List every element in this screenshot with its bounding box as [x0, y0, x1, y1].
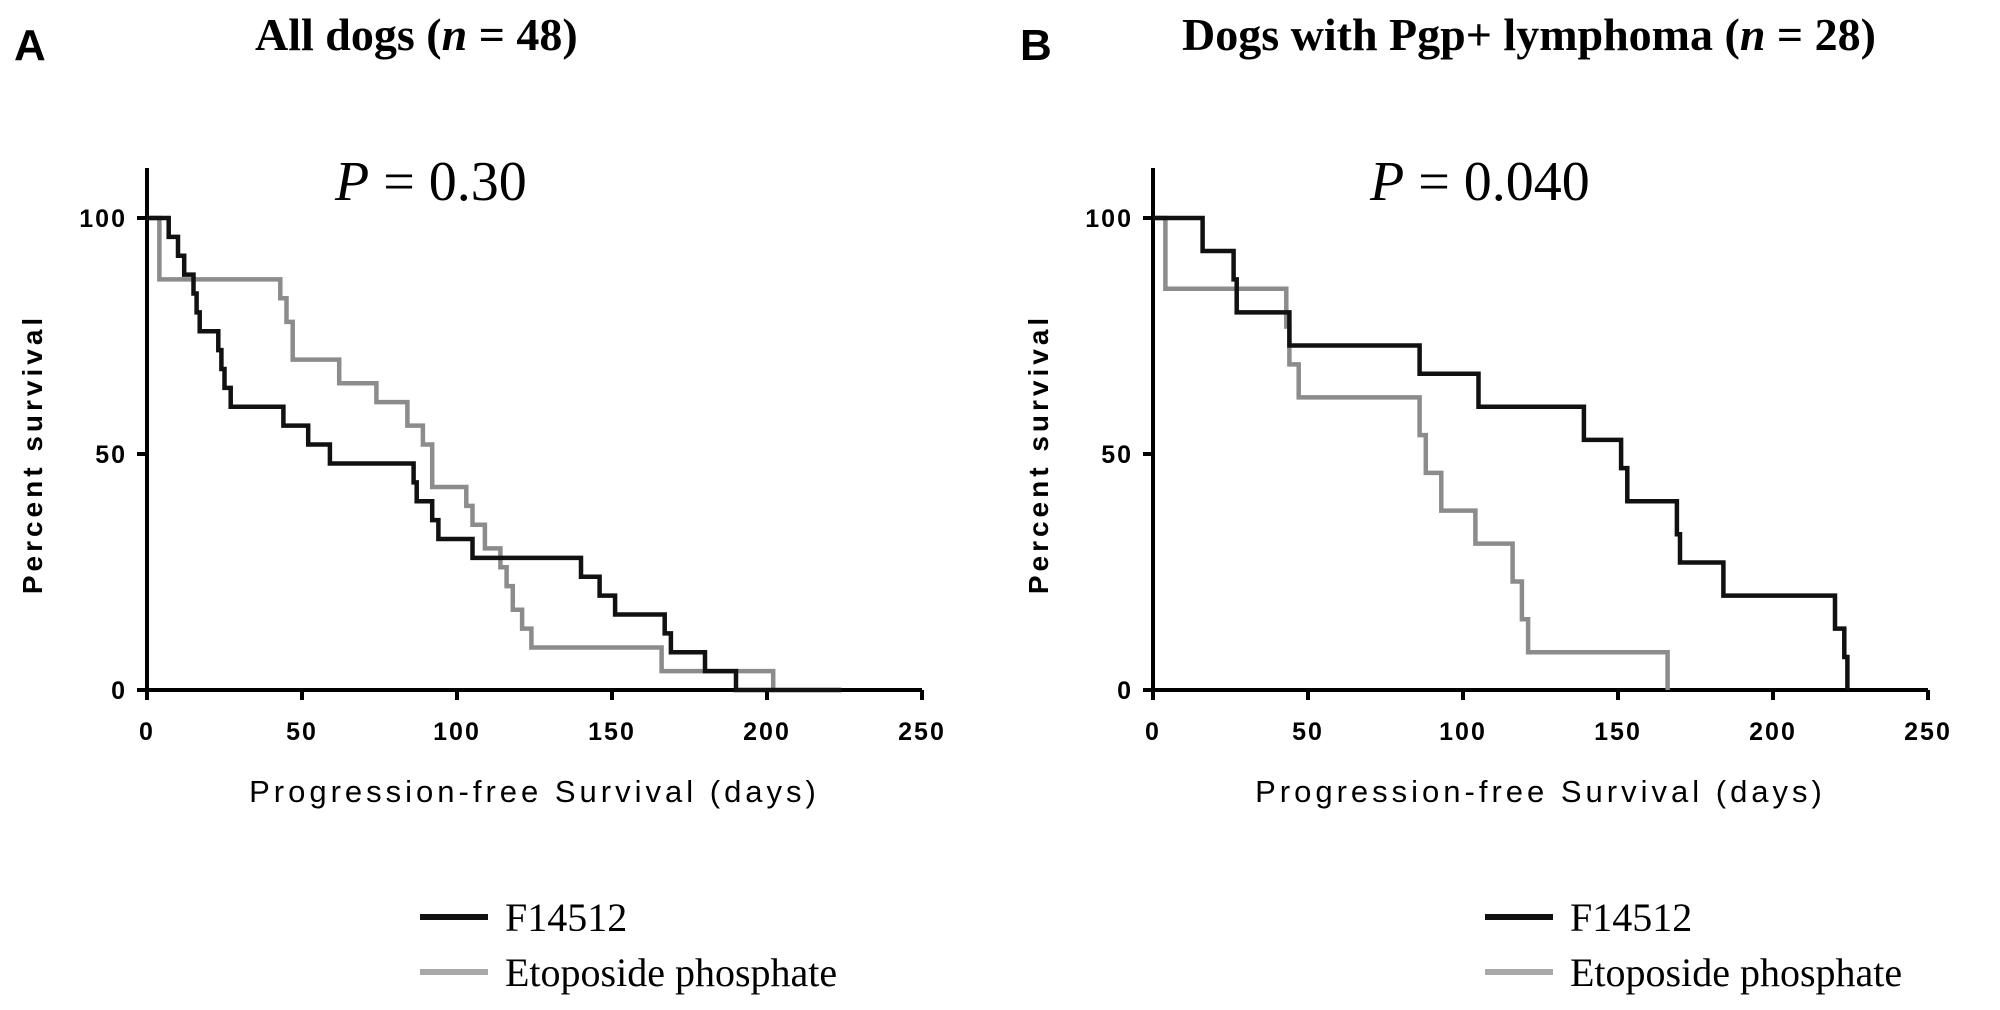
- panel-b-title-suffix: = 28): [1765, 9, 1876, 60]
- panel-a-axes: 0 50 100 150 200 250 0 50 100 Progression-free Su…: [17, 168, 946, 809]
- panel-a: A All dogs (n = 48) P = 0.30 0 50 100 150 20…: [14, 9, 946, 809]
- panel-b-legend-label-f14512: F14512: [1570, 895, 1692, 940]
- panel-b-y-axis-label: Percent survival: [1023, 314, 1054, 594]
- panel-a-series-etoposide-phosphate: [147, 215, 776, 690]
- panel-b: B Dogs with Pgp+ lymphoma (n = 28) P = 0…: [1020, 9, 1952, 809]
- panel-a-x-tick-label: 50: [286, 718, 318, 746]
- panel-b-x-tick-label: 50: [1292, 718, 1324, 746]
- panel-b-letter: B: [1020, 21, 1052, 70]
- panel-b-p-number: = 0.040: [1404, 151, 1590, 213]
- panel-a-title-n: n: [442, 9, 468, 60]
- panel-a-y-axis-label: Percent survival: [17, 314, 48, 594]
- panel-a-series-f14512: [147, 215, 842, 693]
- panel-a-series: [147, 215, 842, 693]
- panel-b-title-n: n: [1740, 9, 1766, 60]
- panel-b-series-f14512: [1153, 215, 1850, 690]
- panel-a-y-tick-label: 0: [111, 677, 127, 705]
- panel-b-title-prefix: Dogs with Pgp+ lymphoma (: [1182, 9, 1740, 60]
- panel-b-x-tick-label: 250: [1904, 718, 1952, 746]
- panel-b-x-axis-label: Progression-free Survival (days): [1255, 774, 1826, 809]
- panel-b-title: Dogs with Pgp+ lymphoma (n = 28): [1182, 9, 1876, 60]
- panel-b-y-tick-label: 50: [1101, 441, 1133, 469]
- panel-a-x-tick-label: 0: [139, 718, 155, 746]
- panel-b-series-etoposide-phosphate: [1153, 215, 1670, 690]
- panel-b-legend-label-etoposide-phosphate: Etoposide phosphate: [1570, 950, 1902, 995]
- panel-a-p-number: = 0.30: [369, 151, 527, 213]
- panel-b-axes: 0 50 100 150 200 250 0 50 100 Progression-free Su…: [1023, 168, 1952, 809]
- panel-b-legend: F14512 Etoposide phosphate: [1485, 895, 1902, 995]
- panel-a-p-symbol: P: [334, 151, 369, 213]
- panel-a-legend: F14512 Etoposide phosphate: [420, 895, 837, 995]
- panel-a-title: All dogs (n = 48): [255, 9, 578, 60]
- panel-a-x-tick-label: 150: [588, 718, 636, 746]
- panel-a-x-tick-label: 100: [433, 718, 481, 746]
- panel-a-title-suffix: = 48): [467, 9, 578, 60]
- panel-a-title-prefix: All dogs (: [255, 9, 442, 60]
- panel-a-y-tick-label: 100: [79, 205, 127, 233]
- panel-a-legend-label-etoposide-phosphate: Etoposide phosphate: [505, 950, 837, 995]
- panel-b-p-symbol: P: [1369, 151, 1404, 213]
- panel-a-letter: A: [14, 21, 46, 70]
- panel-b-series: [1153, 215, 1850, 690]
- panel-a-x-tick-label: 250: [898, 718, 946, 746]
- panel-b-x-tick-label: 150: [1594, 718, 1642, 746]
- panel-b-y-tick-label: 100: [1085, 205, 1133, 233]
- panel-b-x-tick-label: 200: [1749, 718, 1797, 746]
- panel-b-x-tick-label: 100: [1439, 718, 1487, 746]
- panel-a-p-value: P = 0.30: [334, 151, 527, 213]
- panel-a-y-tick-label: 50: [95, 441, 127, 469]
- panel-a-x-tick-label: 200: [743, 718, 791, 746]
- panel-b-y-tick-label: 0: [1117, 677, 1133, 705]
- panel-b-x-tick-label: 0: [1145, 718, 1161, 746]
- panel-a-x-axis-label: Progression-free Survival (days): [249, 774, 820, 809]
- panel-a-legend-label-f14512: F14512: [505, 895, 627, 940]
- panel-b-p-value: P = 0.040: [1369, 151, 1590, 213]
